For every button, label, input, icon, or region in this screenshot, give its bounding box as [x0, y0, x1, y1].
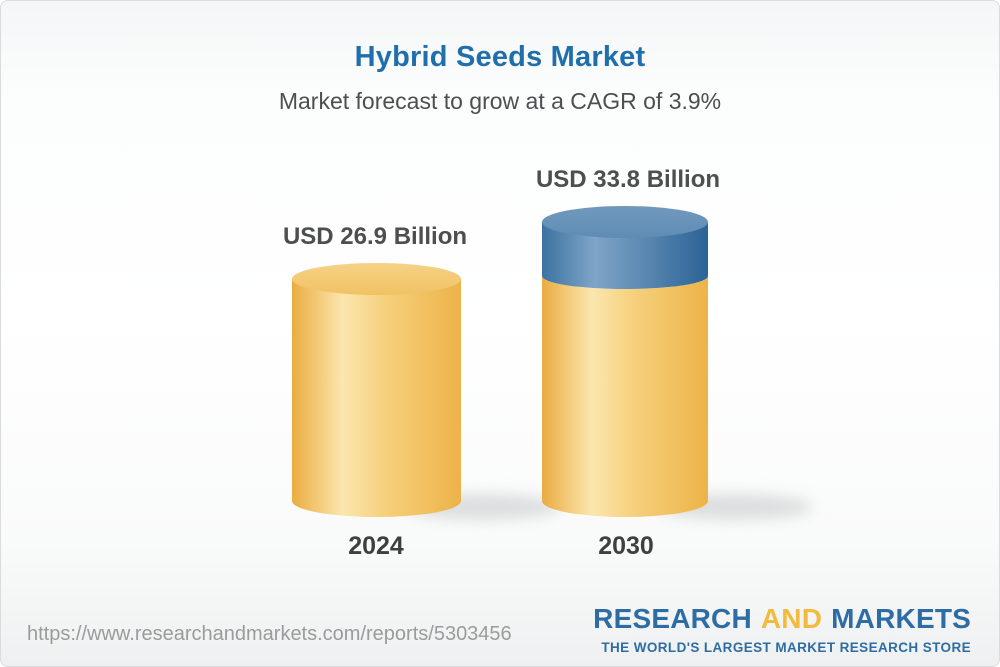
- bar-2030-growth-segment: [542, 222, 708, 289]
- page-subtitle: Market forecast to grow at a CAGR of 3.9…: [278, 88, 722, 114]
- category-label-2030: 2030: [598, 532, 654, 560]
- bar-2024-body: [292, 279, 461, 517]
- value-label-2024: USD 26.9 Billion: [282, 223, 468, 250]
- page-title: Hybrid Seeds Market: [354, 41, 646, 73]
- logo-word-and: AND: [760, 603, 823, 634]
- report-url: https://www.researchandmarkets.com/repor…: [27, 623, 512, 645]
- logo-wordmark: RESEARCH AND MARKETS: [593, 605, 971, 633]
- bar-2030-base-segment: [542, 276, 708, 517]
- bar-2030-cylinder: [542, 206, 708, 517]
- logo-tagline: THE WORLD'S LARGEST MARKET RESEARCH STOR…: [601, 640, 971, 655]
- logo-word-markets: MARKETS: [831, 603, 971, 634]
- bar-2030-top: [542, 206, 708, 238]
- bar-2024-top: [292, 263, 461, 295]
- category-label-2024: 2024: [348, 532, 404, 560]
- value-label-2030: USD 33.8 Billion: [535, 166, 721, 193]
- research-and-markets-logo: RESEARCH AND MARKETS THE WORLD'S LARGEST…: [593, 605, 971, 656]
- logo-word-research: RESEARCH: [593, 603, 752, 634]
- bar-2024-cylinder: [292, 263, 461, 517]
- bar-chart: [292, 206, 813, 520]
